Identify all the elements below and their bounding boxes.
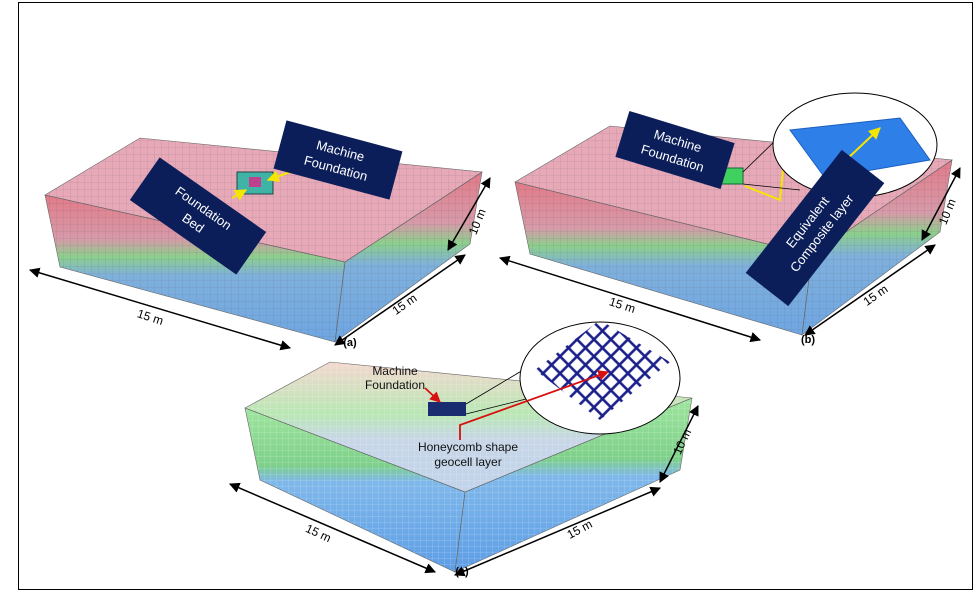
panel-c: Machine Foundation Honeycomb shape geoce… (229, 320, 699, 578)
callout-line: Foundation (365, 378, 425, 392)
dimension-arrow (334, 254, 466, 346)
dimension-arrow (498, 255, 762, 343)
panel-label: (c) (455, 566, 469, 578)
panel-label: (b) (801, 334, 815, 346)
frame (18, 2, 973, 590)
pointer (231, 189, 248, 201)
dimension-arrow (804, 244, 936, 336)
dimension-arrow (659, 405, 699, 483)
dimension-label: 15 m (607, 294, 637, 316)
svg-text:Machine: Machine (372, 364, 418, 378)
machine-block (249, 177, 261, 187)
callout: Machine Foundation (273, 120, 403, 200)
geocell-block (428, 402, 466, 416)
panel-label: (a) (343, 337, 357, 349)
dimension-arrow (28, 267, 292, 351)
leader (742, 137, 779, 173)
callout-line: Machine (372, 364, 418, 378)
leader (742, 183, 801, 191)
pointer (266, 170, 291, 182)
svg-text:Honeycomb shape: Honeycomb shape (418, 440, 518, 454)
dimension-arrow (921, 167, 961, 241)
dimension-arrow (229, 482, 436, 574)
callout-line: Honeycomb shape (418, 440, 518, 454)
dimension-arrow (447, 177, 491, 251)
dimension-label: 15 m (303, 521, 333, 545)
panel-a: Machine Foundation Foundation Bed 10 m 1… (28, 120, 491, 351)
dimension-arrow (454, 486, 661, 577)
callout-line: geocell layer (434, 455, 501, 469)
geocell-lattice (535, 320, 670, 420)
svg-text:geocell layer: geocell layer (434, 455, 501, 469)
pointer (424, 387, 441, 403)
pointer (459, 370, 610, 440)
svg-text:Foundation: Foundation (365, 378, 425, 392)
